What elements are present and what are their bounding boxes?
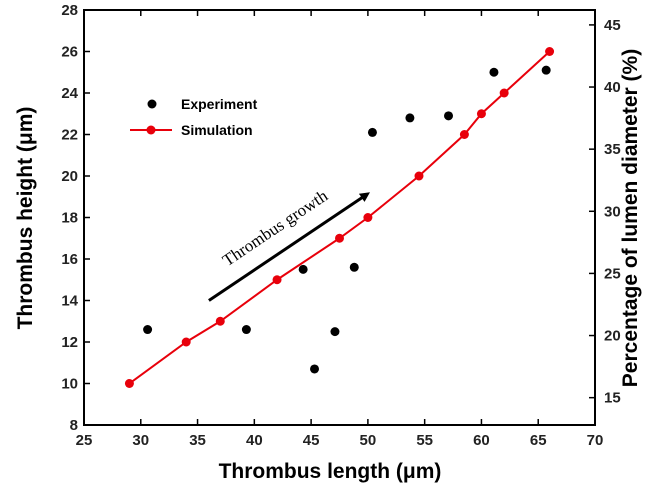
- experiment-point: [143, 325, 153, 335]
- y2-tick-label: 40: [604, 79, 621, 96]
- x-tick-label: 30: [132, 432, 149, 449]
- ticks-layer: 25 30 35 40 45 50 55 60 65 70 8 10 12 14 16 18 20 22 24 26 2…: [61, 2, 620, 449]
- experiment-point: [298, 264, 308, 274]
- experiment-point: [541, 65, 551, 75]
- series-layer: [124, 47, 555, 388]
- experiment-point: [367, 127, 377, 137]
- simulation-point: [215, 316, 225, 326]
- plot-frame: [83, 9, 596, 426]
- x-tick-label: 45: [303, 432, 320, 449]
- experiment-point: [405, 113, 415, 123]
- experiment-point: [330, 327, 340, 337]
- legend-label-simulation: Simulation: [181, 122, 253, 138]
- simulation-point: [181, 337, 191, 347]
- x-tick-label: 25: [76, 432, 93, 449]
- experiment-point: [310, 364, 320, 374]
- x-tick-label: 35: [189, 432, 206, 449]
- x-tick-label: 55: [416, 432, 433, 449]
- simulation-point: [499, 88, 509, 98]
- simulation-point: [335, 233, 344, 243]
- y-axis-title: Thrombus height (μm): [14, 107, 37, 330]
- simulation-point: [124, 379, 134, 388]
- y2-tick-label: 25: [604, 265, 621, 282]
- experiment-point: [349, 262, 359, 272]
- y-tick-label: 8: [70, 417, 78, 434]
- annotation-layer: Thrombus growth: [208, 186, 370, 302]
- simulation-point: [272, 275, 282, 285]
- growth-arrow: [208, 192, 370, 302]
- y-tick-label: 26: [61, 44, 78, 61]
- simulation-point: [459, 130, 469, 139]
- simulation-point: [414, 171, 424, 181]
- y-tick-label: 16: [61, 251, 78, 268]
- y-tick-label: 24: [61, 85, 78, 102]
- y2-tick-label: 30: [604, 203, 621, 220]
- simulation-point: [363, 213, 373, 222]
- legend: Experiment Simulation: [130, 96, 258, 138]
- x-tick-label: 50: [360, 432, 377, 449]
- y-tick-label: 10: [61, 376, 78, 393]
- y-tick-label: 18: [61, 210, 78, 227]
- simulation-point: [476, 109, 486, 119]
- y2-axis-title: Percentage of lumen diameter (%): [619, 49, 642, 387]
- legend-marker-experiment: [147, 99, 157, 109]
- x-tick-label: 40: [246, 432, 263, 449]
- y-tick-label: 22: [61, 127, 78, 144]
- y-tick-label: 12: [61, 334, 78, 351]
- y-tick-label: 28: [61, 2, 78, 19]
- y2-tick-label: 20: [604, 328, 621, 345]
- x-tick-label: 65: [530, 432, 547, 449]
- legend-label-experiment: Experiment: [181, 96, 258, 112]
- experiment-point: [241, 325, 251, 335]
- x-tick-label: 60: [473, 432, 490, 449]
- experiment-point: [444, 111, 454, 121]
- experiment-point: [489, 67, 499, 77]
- y2-tick-label: 45: [604, 17, 621, 34]
- y2-tick-label: 15: [604, 390, 621, 407]
- y-tick-label: 20: [61, 168, 78, 185]
- simulation-point: [545, 47, 555, 56]
- legend-marker-simulation: [146, 125, 156, 135]
- y-tick-label: 14: [61, 293, 78, 310]
- x-tick-label: 70: [587, 432, 604, 449]
- y2-tick-label: 35: [604, 141, 621, 158]
- x-axis-title: Thrombus length (μm): [219, 460, 442, 483]
